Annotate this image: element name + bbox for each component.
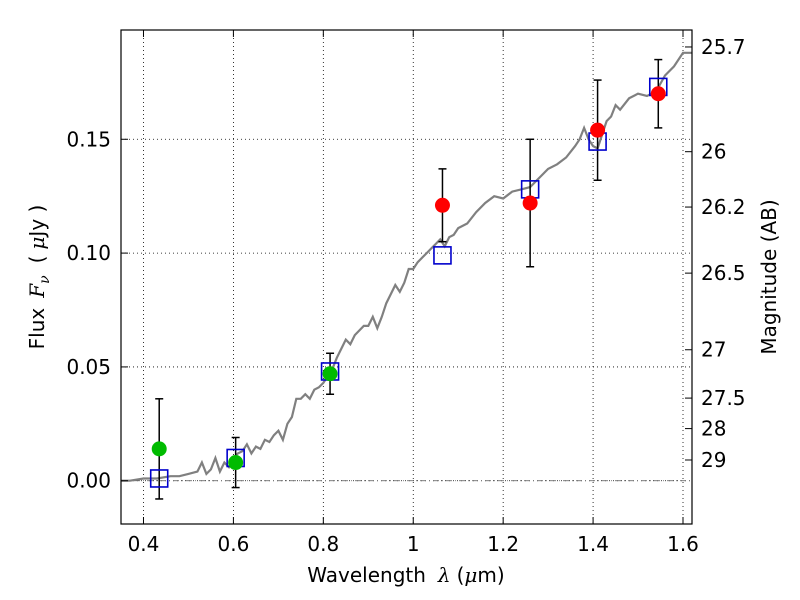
mag-tick-label: 27	[701, 338, 726, 362]
model-spectrum-line	[121, 51, 692, 482]
mag-tick-label: 26.5	[701, 261, 746, 285]
y2-axis-label: Magnitude (AB)	[757, 199, 781, 354]
mag-tick-label: 29	[701, 448, 726, 472]
observed-red-point	[650, 86, 666, 102]
x-tick-label: 0.8	[307, 532, 339, 556]
plot-frame	[120, 29, 693, 525]
x-tick-label: 0.4	[128, 532, 160, 556]
mag-tick-label: 28	[701, 417, 726, 441]
y-tick-label: 0.10	[66, 241, 111, 265]
x-tick-label: 1	[407, 532, 420, 556]
observed-green-point	[228, 455, 244, 471]
model-photometry-box	[433, 246, 452, 265]
model-spectrum-group	[121, 51, 692, 482]
observed-red-point	[434, 197, 450, 213]
axis-ticks: 0.4 0.6 0.8 1 1.2 1.4 1.6 0.00 0.05 0.10 0.15 25.7 2…	[66, 30, 746, 556]
x-tick-label: 1.6	[667, 532, 699, 556]
x-axis-label: Wavelength λ (μm)	[307, 563, 504, 587]
data-markers	[149, 77, 668, 488]
observed-red-point	[590, 122, 606, 138]
mag-tick-label: 27.5	[701, 386, 746, 410]
x-tick-label: 0.6	[217, 532, 249, 556]
mag-tick-label: 26	[701, 140, 726, 164]
y-tick-label: 0.05	[66, 355, 111, 379]
observed-red-point	[522, 195, 538, 211]
mag-tick-label: 26.2	[701, 195, 746, 219]
x-tick-label: 1.2	[487, 532, 519, 556]
observed-green-point	[322, 366, 338, 382]
y-tick-label: 0.00	[66, 469, 111, 493]
mag-tick-label: 25.7	[701, 35, 746, 59]
model-photometry-box	[149, 469, 169, 488]
observed-green-point	[151, 441, 167, 457]
y-axis-label: FluxFν(μJy )	[25, 205, 53, 350]
x-tick-label: 1.4	[577, 532, 609, 556]
y-tick-label: 0.15	[66, 127, 111, 151]
